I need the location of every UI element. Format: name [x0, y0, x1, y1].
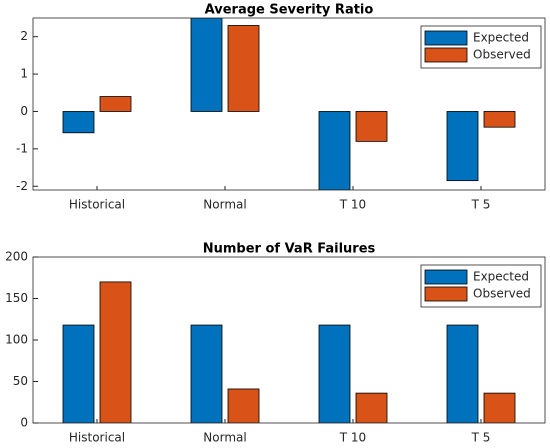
y-tick-label: 2 [20, 29, 28, 43]
bar [227, 388, 260, 423]
plot-area [62, 281, 516, 423]
bar [318, 111, 351, 190]
legend-label: Expected [473, 270, 529, 284]
x-tick-label: Normal [203, 198, 246, 212]
legend-swatch [424, 269, 468, 285]
legend-swatch [424, 286, 468, 302]
x-tick-label: Normal [203, 431, 246, 445]
bar [483, 111, 516, 128]
legend-label: Expected [473, 31, 529, 45]
bar [99, 281, 132, 423]
y-tick-label: 150 [5, 291, 28, 305]
x-tick-label: T 10 [339, 431, 366, 445]
chart-title: Average Severity Ratio [205, 3, 374, 18]
bar [227, 25, 260, 112]
bar [483, 392, 516, 423]
bar [318, 324, 351, 423]
legend-label: Observed [473, 48, 531, 62]
bar [99, 96, 132, 112]
y-tick-label: -1 [16, 141, 28, 155]
axes-box [32, 17, 546, 191]
x-tick-label: T 10 [339, 198, 366, 212]
bar [62, 324, 95, 423]
plot-area [62, 18, 516, 190]
bar [190, 324, 223, 423]
x-tick-label: Historical [69, 198, 125, 212]
y-tick-label: 50 [13, 374, 28, 388]
bar [62, 111, 95, 134]
bar [446, 111, 479, 182]
legend-swatch [424, 30, 468, 46]
legend-label: Observed [473, 287, 531, 301]
x-tick-label: T 5 [471, 431, 491, 445]
x-tick-label: Historical [69, 431, 125, 445]
y-tick-label: 100 [5, 333, 28, 347]
y-tick-label: 1 [20, 67, 28, 81]
y-tick-label: 0 [20, 104, 28, 118]
bar [355, 111, 388, 142]
bar [355, 392, 388, 423]
y-tick-label: 0 [20, 416, 28, 430]
y-tick-label: 200 [5, 250, 28, 264]
axes-box [32, 256, 546, 424]
x-tick-label: T 5 [471, 198, 491, 212]
y-tick-label: -2 [16, 179, 28, 193]
bar [190, 18, 223, 112]
chart-title: Number of VaR Failures [203, 242, 376, 257]
legend-swatch [424, 47, 468, 63]
bar [446, 324, 479, 423]
